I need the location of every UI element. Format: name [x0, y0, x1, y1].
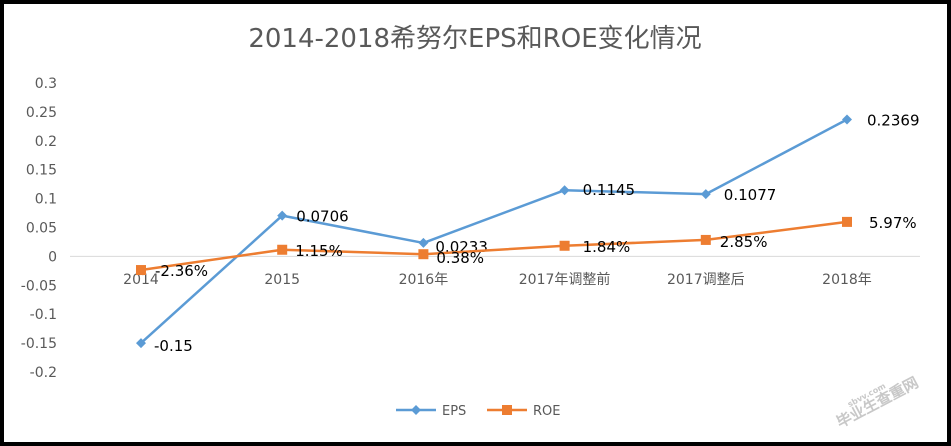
x-tick-label: 2014: [123, 272, 159, 288]
data-point-eps: [136, 338, 146, 349]
y-tick-label: -0.1: [30, 307, 57, 323]
y-tick-label: 0.2: [35, 134, 57, 150]
data-label: -2.36%: [155, 262, 208, 280]
y-tick-label: -0.15: [21, 336, 57, 352]
data-point-eps: [700, 189, 711, 200]
series-line-roe: [140, 220, 848, 272]
x-tick-label: 2015: [264, 272, 300, 288]
data-label: 2.85%: [720, 233, 768, 251]
data-point-roe: [700, 234, 711, 245]
data-label: 0.2369: [867, 111, 920, 129]
data-label: 1.15%: [295, 242, 343, 260]
legend-marker: [502, 405, 512, 415]
y-tick-label: 0.15: [26, 163, 57, 179]
y-axis: 0.3 0.25 0.2 0.15 0.1 0.05 0 -0.05 -0.1 -0.15 -0.2: [21, 76, 57, 381]
data-label: 0.0706: [296, 208, 349, 226]
data-label: 1.84%: [583, 238, 631, 256]
data-label: 0.38%: [436, 249, 484, 267]
x-tick-label: 2017调整后: [667, 272, 745, 288]
data-point-eps: [277, 210, 288, 221]
y-tick-label: 0.1: [35, 192, 57, 208]
data-point-roe: [559, 240, 570, 251]
x-tick-label: 2018年: [822, 272, 872, 288]
watermark: 毕业生查重网 sbvv.com: [833, 373, 921, 431]
legend-label: EPS: [442, 404, 466, 419]
data-label: 5.97%: [869, 214, 917, 232]
data-point-eps: [418, 237, 429, 248]
y-tick-label: 0.05: [26, 221, 57, 237]
data-point-roe: [842, 216, 852, 227]
legend-label: ROE: [533, 404, 560, 419]
data-point-roe: [277, 244, 288, 255]
data-point-roe: [418, 249, 429, 260]
series-line-eps: [140, 118, 848, 345]
legend: EPS ROE: [396, 404, 560, 419]
data-label: 0.1145: [583, 181, 636, 199]
x-tick-label: 2017年调整前: [519, 271, 611, 288]
y-tick-label: -0.05: [21, 278, 57, 294]
data-label: -0.15: [154, 337, 193, 355]
x-axis: 2014 2015 2016年 2017年调整前 2017调整后 2018年: [70, 255, 920, 288]
data-point-eps: [842, 114, 852, 125]
legend-item-roe: ROE: [487, 404, 560, 419]
data-point-roe: [136, 265, 146, 276]
y-tick-label: -0.2: [30, 365, 57, 381]
data-point-eps: [559, 185, 570, 196]
chart-title: 2014-2018希努尔EPS和ROE变化情况: [248, 24, 701, 54]
series-roe: -2.36% 1.15% 0.38% 1.84% 2.85% 5.97%: [136, 214, 917, 280]
x-tick-label: 2016年: [399, 272, 449, 288]
y-tick-label: 0.3: [35, 76, 57, 92]
legend-marker: [411, 405, 421, 415]
y-tick-label: 0.25: [26, 105, 57, 121]
y-tick-label: 0: [48, 249, 57, 265]
legend-item-eps: EPS: [396, 404, 466, 419]
data-label: 0.1077: [724, 186, 777, 204]
